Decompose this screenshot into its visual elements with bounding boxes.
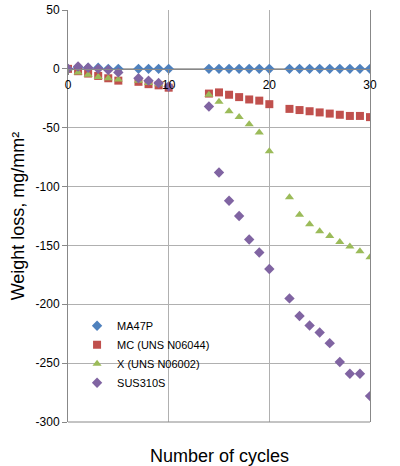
- svg-text:30: 30: [363, 78, 377, 92]
- svg-text:Number of cycles: Number of cycles: [150, 446, 289, 466]
- svg-text:Weight loss, mg/mm²: Weight loss, mg/mm²: [8, 132, 28, 301]
- svg-text:-200: -200: [36, 297, 60, 311]
- svg-text:-150: -150: [36, 239, 60, 253]
- svg-text:SUS310S: SUS310S: [117, 377, 165, 389]
- svg-text:-100: -100: [36, 180, 60, 194]
- svg-text:-50: -50: [42, 121, 60, 135]
- svg-text:0: 0: [65, 78, 72, 92]
- svg-text:0: 0: [53, 62, 60, 76]
- svg-text:MC (UNS N06044): MC (UNS N06044): [117, 339, 209, 351]
- svg-text:20: 20: [263, 78, 277, 92]
- svg-text:X (UNS N06002): X (UNS N06002): [117, 358, 200, 370]
- svg-text:MA47P: MA47P: [117, 320, 153, 332]
- svg-text:10: 10: [162, 78, 176, 92]
- svg-text:-250: -250: [36, 356, 60, 370]
- svg-text:50: 50: [46, 3, 60, 17]
- svg-text:-300: -300: [36, 415, 60, 429]
